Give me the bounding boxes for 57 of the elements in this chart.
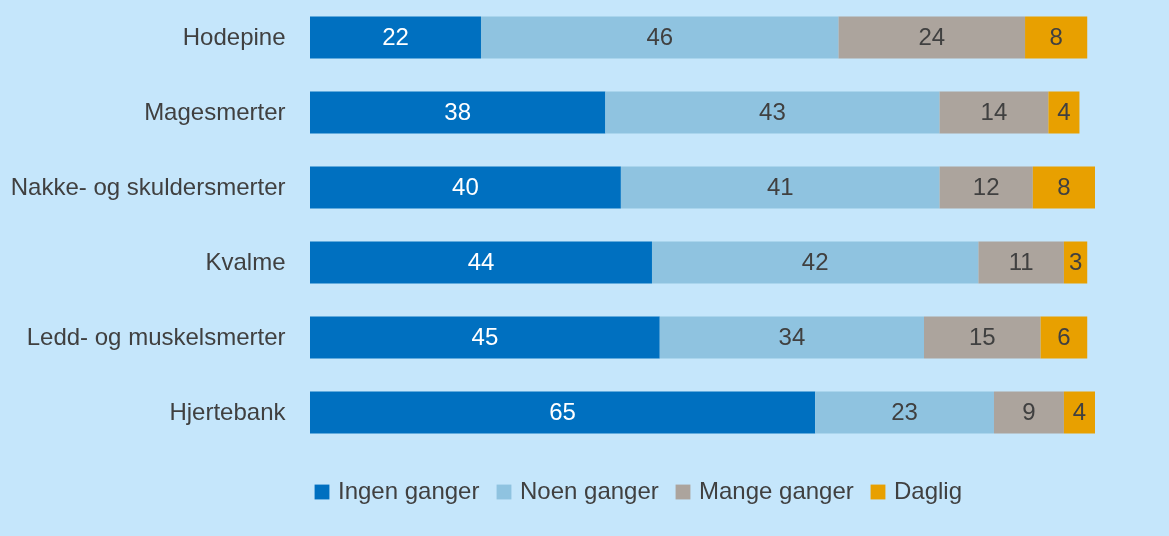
bar (978, 241, 1064, 284)
data-label: 3 (1068, 247, 1083, 275)
data-label: 23 (891, 397, 918, 425)
bar (651, 241, 979, 284)
data-label: 9 (1022, 397, 1036, 425)
bar (1032, 166, 1095, 209)
data-label: 24 (918, 22, 946, 50)
data-label: 8 (1049, 22, 1063, 50)
data-label: 4 (1057, 97, 1071, 125)
data-label: 4 (1072, 397, 1087, 425)
bar (939, 166, 1033, 209)
bar (993, 391, 1064, 434)
bar (310, 16, 481, 59)
data-label: 41 (766, 172, 794, 200)
y-tick-label: Hodepine (182, 22, 286, 50)
data-label: 34 (778, 322, 806, 350)
y-tick-label: Kvalme (205, 247, 286, 275)
bar (659, 316, 925, 359)
legend-label: Noen ganger (520, 477, 659, 504)
bar (1040, 316, 1088, 359)
bar (310, 391, 816, 434)
bar (838, 16, 1026, 59)
data-label: 15 (968, 322, 996, 350)
data-label: 65 (549, 397, 576, 425)
data-label: 46 (646, 22, 674, 50)
bar (310, 166, 621, 209)
data-label: 14 (980, 97, 1008, 125)
bar (310, 241, 652, 284)
bar (310, 91, 606, 134)
y-tick-label: Ledd- og muskelsmerter (26, 322, 286, 350)
data-label: 45 (471, 322, 499, 350)
data-label: 12 (972, 172, 1000, 200)
data-label: 43 (759, 97, 786, 125)
data-label: 44 (467, 247, 495, 275)
data-label: 40 (452, 172, 479, 200)
bar (1048, 91, 1080, 134)
y-tick-label: Magesmerter (144, 97, 286, 125)
data-label: 38 (444, 97, 472, 125)
bar (815, 391, 994, 434)
data-label: 8 (1057, 172, 1071, 200)
data-label: 6 (1057, 322, 1071, 350)
bar (480, 16, 839, 59)
data-label: 42 (801, 247, 829, 275)
bar (620, 166, 940, 209)
bar (924, 316, 1041, 359)
legend-label: Daglig (894, 477, 963, 504)
data-label: 22 (382, 22, 409, 50)
bar (1063, 391, 1095, 434)
y-tick-label: Nakke- og skuldersmerter (10, 172, 286, 200)
bar (310, 316, 660, 359)
legend-label: Mange ganger (699, 477, 854, 504)
bar (1025, 16, 1088, 59)
y-tick-label: Hjertebank (169, 397, 287, 425)
legend-label: Ingen ganger (338, 477, 480, 504)
bar (939, 91, 1049, 134)
bar (605, 91, 940, 134)
data-label: 11 (1008, 247, 1034, 275)
